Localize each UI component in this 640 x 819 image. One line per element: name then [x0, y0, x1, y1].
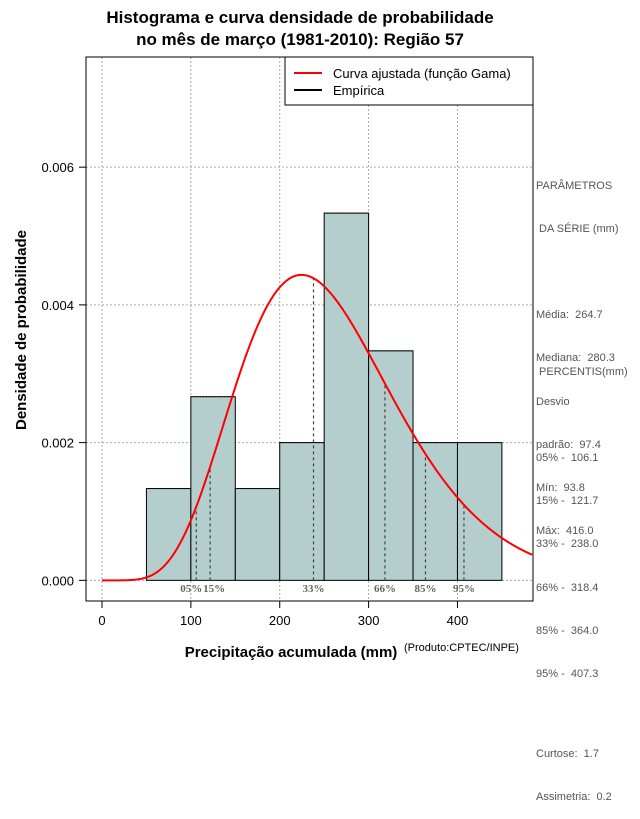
product-credit: (Produto:CPTEC/INPE): [404, 642, 519, 654]
chart-legend: Curva ajustada (função Gama) Empírica: [284, 56, 534, 106]
histogram-bar: [234, 488, 281, 581]
histogram-bar: [323, 212, 370, 581]
histogram-bar: [456, 442, 503, 581]
legend-label-empirical: Empírica: [333, 83, 385, 98]
stats-line: Máx: 416.0: [536, 525, 594, 538]
percentile-line: 05% - 106.1: [536, 451, 599, 464]
percentile-marker-label: 85%: [414, 583, 436, 595]
chart-title-line1: Histograma e curva densidade de probabil…: [106, 8, 494, 27]
histogram-chart: 05% 15% 33% 66% 85% 95% 0 100 200 300 400 0.000 0.0…: [13, 56, 534, 660]
percentiles-panel: PERCENTIS(mm) 05% - 106.1 15% - 121.7 33…: [536, 336, 628, 819]
x-tick-label: 200: [269, 613, 291, 628]
percentile-marker-label: 15%: [203, 583, 225, 595]
percentile-marker-label: 33%: [302, 583, 324, 595]
x-tick-label: 100: [180, 613, 202, 628]
percentile-line: 85% - 364.0: [536, 624, 599, 637]
percentile-line: 33% - 238.0: [536, 538, 599, 551]
y-tick-label: 0.006: [41, 160, 74, 175]
legend-box: [284, 56, 534, 106]
percentile-marker-label: 05%: [180, 583, 202, 595]
stats-line: Média: 264.7: [536, 309, 603, 322]
y-tick-label: 0.000: [41, 573, 74, 588]
percentile-marker-label: 66%: [374, 583, 396, 595]
y-tick-label: 0.002: [41, 436, 74, 451]
kurtosis-line: Curtose: 1.7: [536, 747, 599, 760]
legend-label-fitted: Curva ajustada (função Gama): [333, 66, 511, 81]
stats-line: Mín: 93.8: [536, 481, 585, 494]
fitted-gamma-curve: [102, 273, 533, 582]
x-tick-label: 300: [358, 613, 380, 628]
percentile-line: 95% - 407.3: [536, 667, 599, 680]
x-tick-label: 0: [98, 613, 105, 628]
percentiles-heading: PERCENTIS(mm): [536, 365, 628, 378]
y-axis-label: Densidade de probabilidade: [13, 230, 30, 430]
stats-heading-line2: DA SÉRIE (mm): [536, 223, 619, 236]
stats-panel: PARÂMETROS DA SÉRIE (mm) Média: 264.7 Me…: [536, 150, 619, 553]
stats-line: padrão: 97.4: [536, 438, 601, 451]
stats-line: Mediana: 280.3: [536, 352, 615, 365]
y-tick-label: 0.004: [41, 298, 74, 313]
percentile-marker-label: 95%: [453, 583, 475, 595]
skewness-line: Assimetria: 0.2: [536, 791, 612, 804]
histogram-bar: [412, 442, 458, 581]
histogram-bar: [368, 350, 414, 581]
percentile-line: 66% - 318.4: [536, 581, 599, 594]
histogram-bar: [279, 442, 325, 581]
chart-title-line2: no mês de março (1981-2010): Região 57: [136, 30, 464, 49]
stats-heading-line1: PARÂMETROS: [536, 179, 613, 192]
percentile-line: 15% - 121.7: [536, 495, 599, 508]
x-tick-label: 400: [447, 613, 469, 628]
histogram-bar: [190, 396, 236, 581]
stats-line: Desvio: [536, 395, 570, 408]
x-axis-label: Precipitação acumulada (mm): [185, 644, 398, 660]
